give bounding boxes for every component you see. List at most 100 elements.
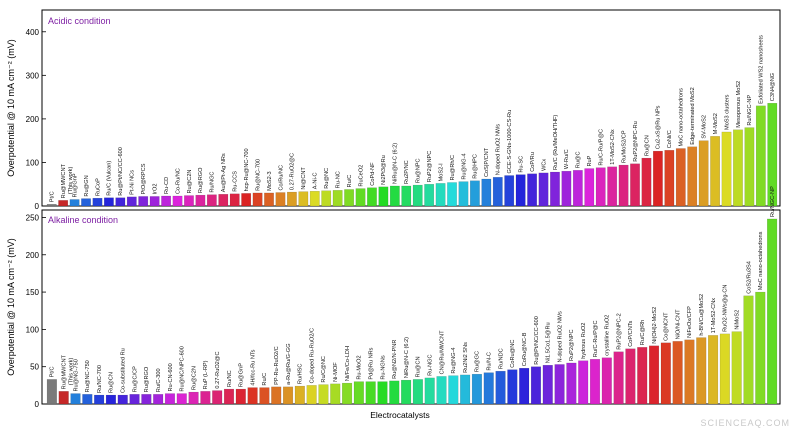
alkaline-bar-label: Ru/C bbox=[262, 373, 268, 386]
alkaline-bar bbox=[353, 381, 364, 405]
alkaline-y-axis: 0 50 100 150 200 250 bbox=[26, 213, 46, 409]
acidic-bar bbox=[630, 163, 640, 207]
acidic-plot-frame bbox=[41, 9, 781, 207]
acidic-bar-label: Ru-CCS bbox=[233, 171, 239, 192]
y-axis-label-acidic: Overpotential @ 10 mA cm⁻² (mV) bbox=[6, 39, 16, 176]
acidic-bar-label: RuP2@NPC bbox=[427, 151, 433, 182]
acidic-bar bbox=[687, 146, 698, 207]
acidic-bar-label: MoS2-I bbox=[438, 163, 444, 181]
alkaline-bar-label: CoS2/Ru3S4 bbox=[746, 261, 752, 294]
acidic-bar-label: Ru-CD bbox=[164, 177, 170, 194]
acidic-bar bbox=[92, 197, 103, 207]
acidic-bar bbox=[229, 193, 240, 207]
acidic-bar-label: Ni@CNT bbox=[301, 167, 307, 190]
acidic-bar-label: Ru@RGO bbox=[198, 167, 204, 193]
alkaline-bar bbox=[377, 381, 388, 405]
acidic-bar bbox=[412, 184, 423, 207]
alkaline-bar bbox=[318, 384, 329, 405]
alkaline-bar-label: Ru@RGO bbox=[144, 366, 150, 392]
acidic-bar bbox=[710, 136, 720, 207]
acidic-bar bbox=[206, 194, 217, 207]
acidic-bar bbox=[58, 200, 69, 207]
alkaline-bar-label: 4H/fcc-Ru NTs bbox=[250, 349, 256, 385]
acidic-bar-label: GCE-S-GNs-1000-CS-Ru bbox=[507, 110, 513, 174]
alkaline-bar bbox=[743, 295, 754, 405]
alkaline-bar-label: RuP2@NPC-2 bbox=[616, 313, 622, 349]
alkaline-bar-label: Ru@NC-750 bbox=[85, 360, 91, 392]
acidic-bar-label: Ru@GN bbox=[84, 175, 90, 196]
alkaline-bar-label: Ru@CN bbox=[416, 356, 422, 377]
alkaline-bar bbox=[342, 382, 353, 405]
acidic-bar-label: RuCoP bbox=[95, 178, 101, 196]
alkaline-bar bbox=[601, 357, 612, 405]
acidic-bar bbox=[755, 105, 766, 207]
alkaline-bar bbox=[282, 386, 294, 405]
acidic-bar bbox=[355, 188, 366, 207]
alkaline-bar bbox=[660, 342, 671, 405]
alkaline-title: Alkaline condition bbox=[48, 215, 118, 225]
acidic-bar bbox=[161, 195, 171, 207]
acidic-bar-label: Ru@NC-700 bbox=[255, 159, 261, 191]
alkaline-bar bbox=[141, 394, 152, 405]
acidic-bar-label: SV-MoS2 bbox=[701, 115, 707, 139]
alkaline-bar-label: NiRu@N-C (6:2) bbox=[404, 337, 410, 378]
alkaline-bar-label: Ru@NG-4 bbox=[451, 347, 457, 373]
acidic-bar bbox=[504, 175, 515, 207]
alkaline-bar-label: Ru/C-Ru/P@C bbox=[593, 320, 599, 357]
acidic-this-work-label: (This work) bbox=[68, 167, 74, 195]
alkaline-bar-label: MoC nano-octahedrons bbox=[758, 231, 764, 290]
acidic-bar-label: Ru@MWCNT bbox=[61, 163, 67, 198]
alkaline-bar bbox=[436, 376, 447, 405]
acidic-bar bbox=[595, 167, 606, 207]
acidic-bar-label: Ru2P/NC bbox=[404, 160, 410, 184]
acidic-bar-label: Ru@NPC bbox=[416, 158, 422, 183]
alkaline-bar-label: Ru@NG-750 bbox=[73, 359, 79, 391]
alkaline-bar bbox=[212, 390, 223, 405]
alkaline-bar bbox=[507, 369, 518, 405]
alkaline-bar bbox=[708, 335, 719, 405]
alkaline-bar bbox=[495, 370, 506, 405]
alkaline-bar-label: PP-Ru-RuO2/C bbox=[274, 346, 280, 385]
acidic-y-tick-label: 400 bbox=[26, 28, 40, 37]
acidic-bar bbox=[344, 189, 354, 207]
alkaline-bar-label: Ru/C@NC bbox=[321, 356, 327, 383]
alkaline-bar-label: Ni(OH)2-MoS2 bbox=[652, 307, 658, 344]
acidic-bar-label: CoPd-NF bbox=[370, 162, 376, 186]
acidic-bar-label: Cu2-xS@Ru NPs bbox=[656, 105, 662, 149]
alkaline-bar-label: NiFeOx/CFP bbox=[687, 306, 693, 338]
acidic-bar-label: Ru/C-Ru/P@C bbox=[599, 129, 605, 166]
alkaline-bar bbox=[554, 364, 565, 405]
acidic-bar bbox=[138, 196, 149, 207]
alkaline-bar bbox=[578, 360, 589, 405]
alkaline-bar bbox=[401, 379, 412, 405]
acidic-y-tick-label: 100 bbox=[26, 158, 40, 167]
alkaline-bar bbox=[259, 387, 270, 405]
acidic-bar bbox=[378, 186, 389, 207]
alkaline-bar-label: a-Ru@Ru/G-GG bbox=[286, 343, 292, 384]
x-axis-label: Electrocatalysts bbox=[370, 410, 430, 420]
acidic-bar-label: Ru@HPC bbox=[473, 154, 479, 179]
acidic-bar bbox=[561, 170, 572, 207]
alkaline-bars: Pt/C Ru@MWCNT (This work)Ru@NG-750 Ru@NC-75… bbox=[46, 186, 778, 405]
acidic-bar-label: MoS2-3 bbox=[267, 171, 273, 191]
alkaline-bar bbox=[684, 339, 695, 405]
acidic-y-axis: 0 100 200 300 400 bbox=[26, 28, 46, 211]
acidic-bar bbox=[675, 148, 686, 207]
alkaline-bar bbox=[389, 380, 400, 405]
acidic-bar bbox=[607, 166, 618, 207]
acidic-bar-label: Ru/C bbox=[347, 175, 353, 188]
panel-alkaline: Alkaline condition 0 50 100 150 200 250 Pt/C R… bbox=[26, 186, 781, 409]
alkaline-bar bbox=[471, 373, 482, 405]
acidic-bar-label: Ru@NC bbox=[324, 168, 330, 189]
acidic-bar bbox=[195, 194, 206, 207]
acidic-bar bbox=[492, 177, 503, 207]
acidic-bar bbox=[126, 196, 137, 207]
acidic-bar bbox=[721, 131, 732, 207]
alkaline-bar-label: Ru-MoO2 bbox=[357, 355, 363, 379]
acidic-bar-label: Ru@Pt/NC/CC-600 bbox=[118, 147, 124, 196]
acidic-bar-label: Pt/C bbox=[50, 191, 56, 202]
acidic-bar bbox=[458, 181, 469, 207]
acidic-bar-label: Ru/C (Ru/MeOH/THF) bbox=[553, 115, 559, 170]
acidic-bar bbox=[81, 198, 91, 207]
acidic-bar bbox=[115, 197, 126, 207]
